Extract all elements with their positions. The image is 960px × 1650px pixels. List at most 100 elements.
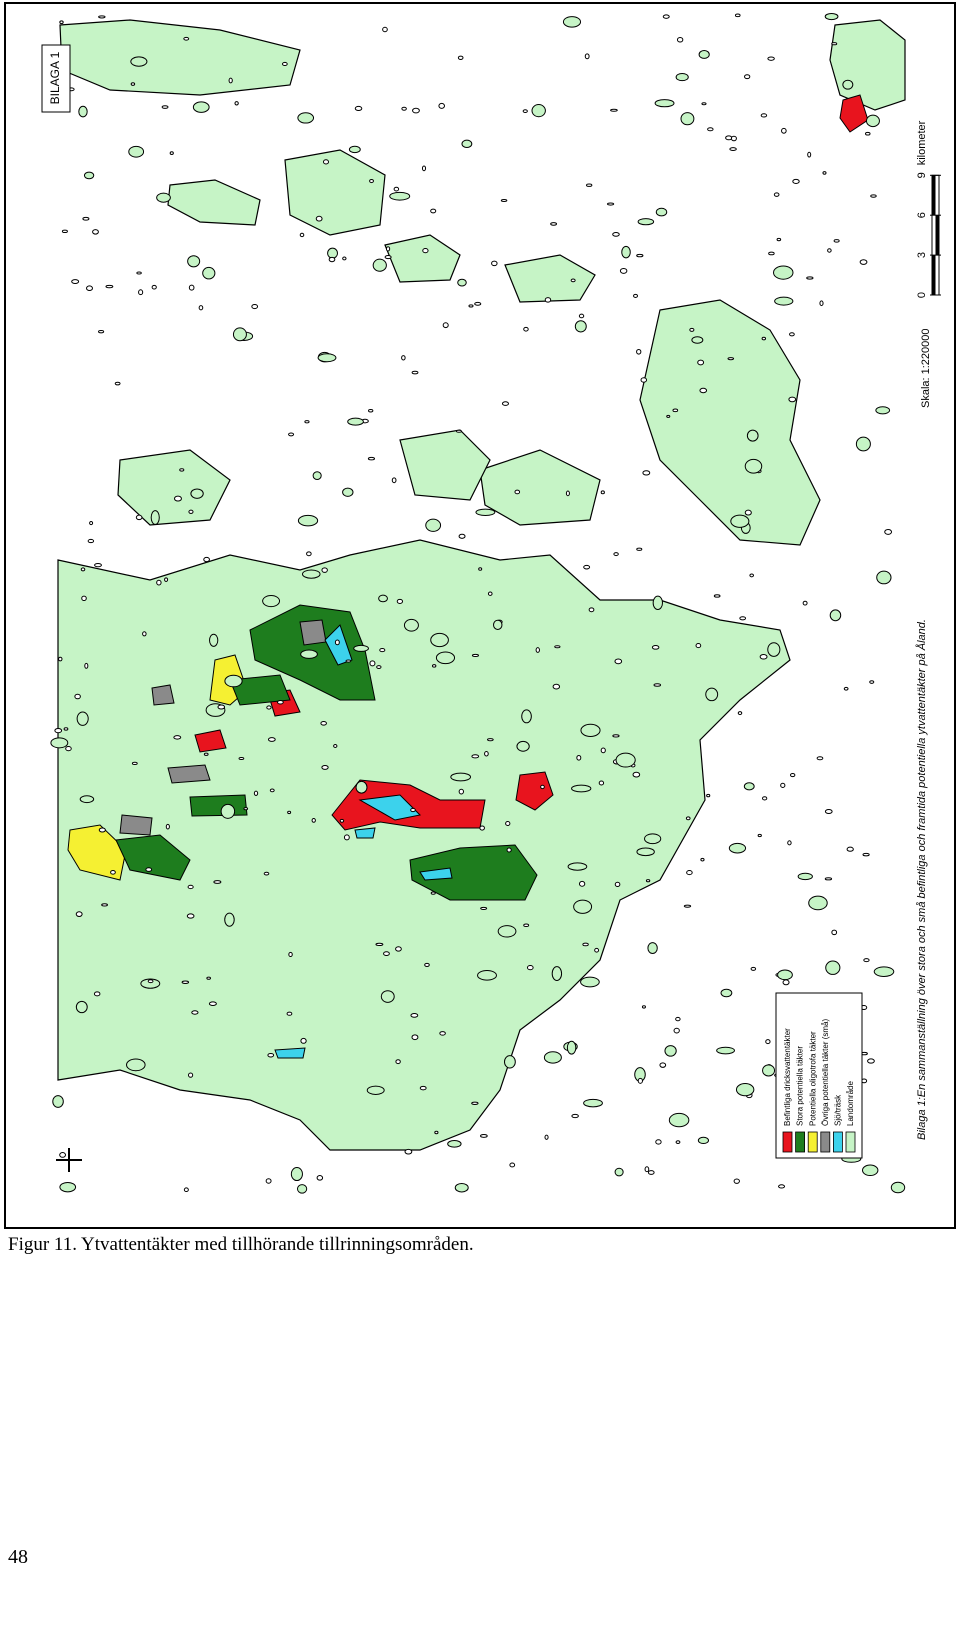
islet xyxy=(468,304,474,308)
islet xyxy=(410,807,416,813)
islet xyxy=(672,408,679,413)
islet xyxy=(208,1001,217,1007)
catchment xyxy=(115,834,191,881)
compass xyxy=(56,1148,82,1172)
islet xyxy=(142,631,147,637)
islet xyxy=(730,135,737,142)
islet xyxy=(734,13,741,18)
islet xyxy=(411,1034,419,1041)
islet xyxy=(347,417,364,426)
islet xyxy=(136,271,142,275)
islet xyxy=(471,1101,479,1105)
islet xyxy=(570,278,576,283)
islet xyxy=(782,979,790,986)
islet xyxy=(705,687,719,702)
islet xyxy=(147,979,154,984)
islet xyxy=(873,966,895,977)
islet xyxy=(98,827,106,833)
islet xyxy=(730,514,750,528)
islet xyxy=(169,151,174,156)
scale-unit: kilometer xyxy=(916,120,928,165)
islet xyxy=(368,409,374,413)
islet xyxy=(701,102,707,106)
islet xyxy=(554,645,561,649)
islet xyxy=(685,816,691,821)
islet xyxy=(343,834,350,841)
islet xyxy=(806,276,814,280)
islet xyxy=(269,788,275,793)
islet xyxy=(71,279,80,284)
islet xyxy=(59,1152,67,1158)
catchment xyxy=(167,764,211,784)
islet xyxy=(282,61,288,67)
islet xyxy=(584,53,590,60)
islet xyxy=(787,840,792,846)
islet xyxy=(523,923,530,928)
islet xyxy=(311,818,316,823)
islet xyxy=(636,348,642,355)
islet xyxy=(265,1178,272,1184)
islet xyxy=(186,913,195,919)
islet xyxy=(707,127,714,132)
islet xyxy=(862,1164,879,1177)
islet xyxy=(59,20,64,25)
islet xyxy=(87,538,95,544)
islet xyxy=(353,644,369,652)
islet xyxy=(203,556,210,563)
islet xyxy=(458,533,466,539)
islet xyxy=(300,1037,307,1044)
islet xyxy=(863,958,870,963)
legend-label: Befintliga dricksvattentäkter xyxy=(783,1028,792,1126)
islet xyxy=(179,468,185,472)
islet xyxy=(697,359,705,366)
islet xyxy=(698,50,710,59)
islet xyxy=(544,1134,549,1140)
islet xyxy=(582,942,589,947)
islet xyxy=(700,857,705,862)
islet xyxy=(776,237,782,242)
islet xyxy=(573,899,593,914)
islet xyxy=(63,727,69,731)
islet xyxy=(369,178,374,184)
islet xyxy=(58,656,63,662)
islet xyxy=(598,780,605,786)
islet xyxy=(867,1058,875,1064)
islet xyxy=(807,151,812,158)
islet xyxy=(610,108,618,112)
lake xyxy=(419,867,453,881)
islet xyxy=(288,432,295,437)
islet xyxy=(342,256,347,261)
islet xyxy=(697,1136,710,1145)
islet xyxy=(262,594,281,608)
map-title: Bilaga 1:En sammanställning över stora o… xyxy=(915,619,928,1140)
islet xyxy=(647,942,658,955)
islet xyxy=(243,807,249,811)
islet xyxy=(493,619,503,630)
island xyxy=(117,449,231,526)
islet xyxy=(150,510,160,525)
islet xyxy=(312,471,322,480)
islet xyxy=(454,1182,469,1193)
scale-tick-label: 9 xyxy=(916,172,928,178)
islet xyxy=(52,1095,64,1108)
islet xyxy=(403,618,419,632)
catchment xyxy=(151,684,175,706)
islet xyxy=(234,101,239,106)
islet xyxy=(632,771,641,778)
islet xyxy=(450,772,472,782)
islet xyxy=(61,229,68,234)
islet xyxy=(737,711,743,716)
islet xyxy=(477,970,497,981)
islet xyxy=(345,659,352,663)
islet xyxy=(438,102,445,109)
islet xyxy=(760,113,768,118)
islet xyxy=(641,1005,646,1009)
islet xyxy=(864,131,871,136)
islet xyxy=(574,320,587,333)
islet xyxy=(126,1058,146,1072)
islet xyxy=(789,332,795,337)
islet xyxy=(288,951,293,958)
islet xyxy=(633,293,638,298)
islet xyxy=(654,99,675,108)
